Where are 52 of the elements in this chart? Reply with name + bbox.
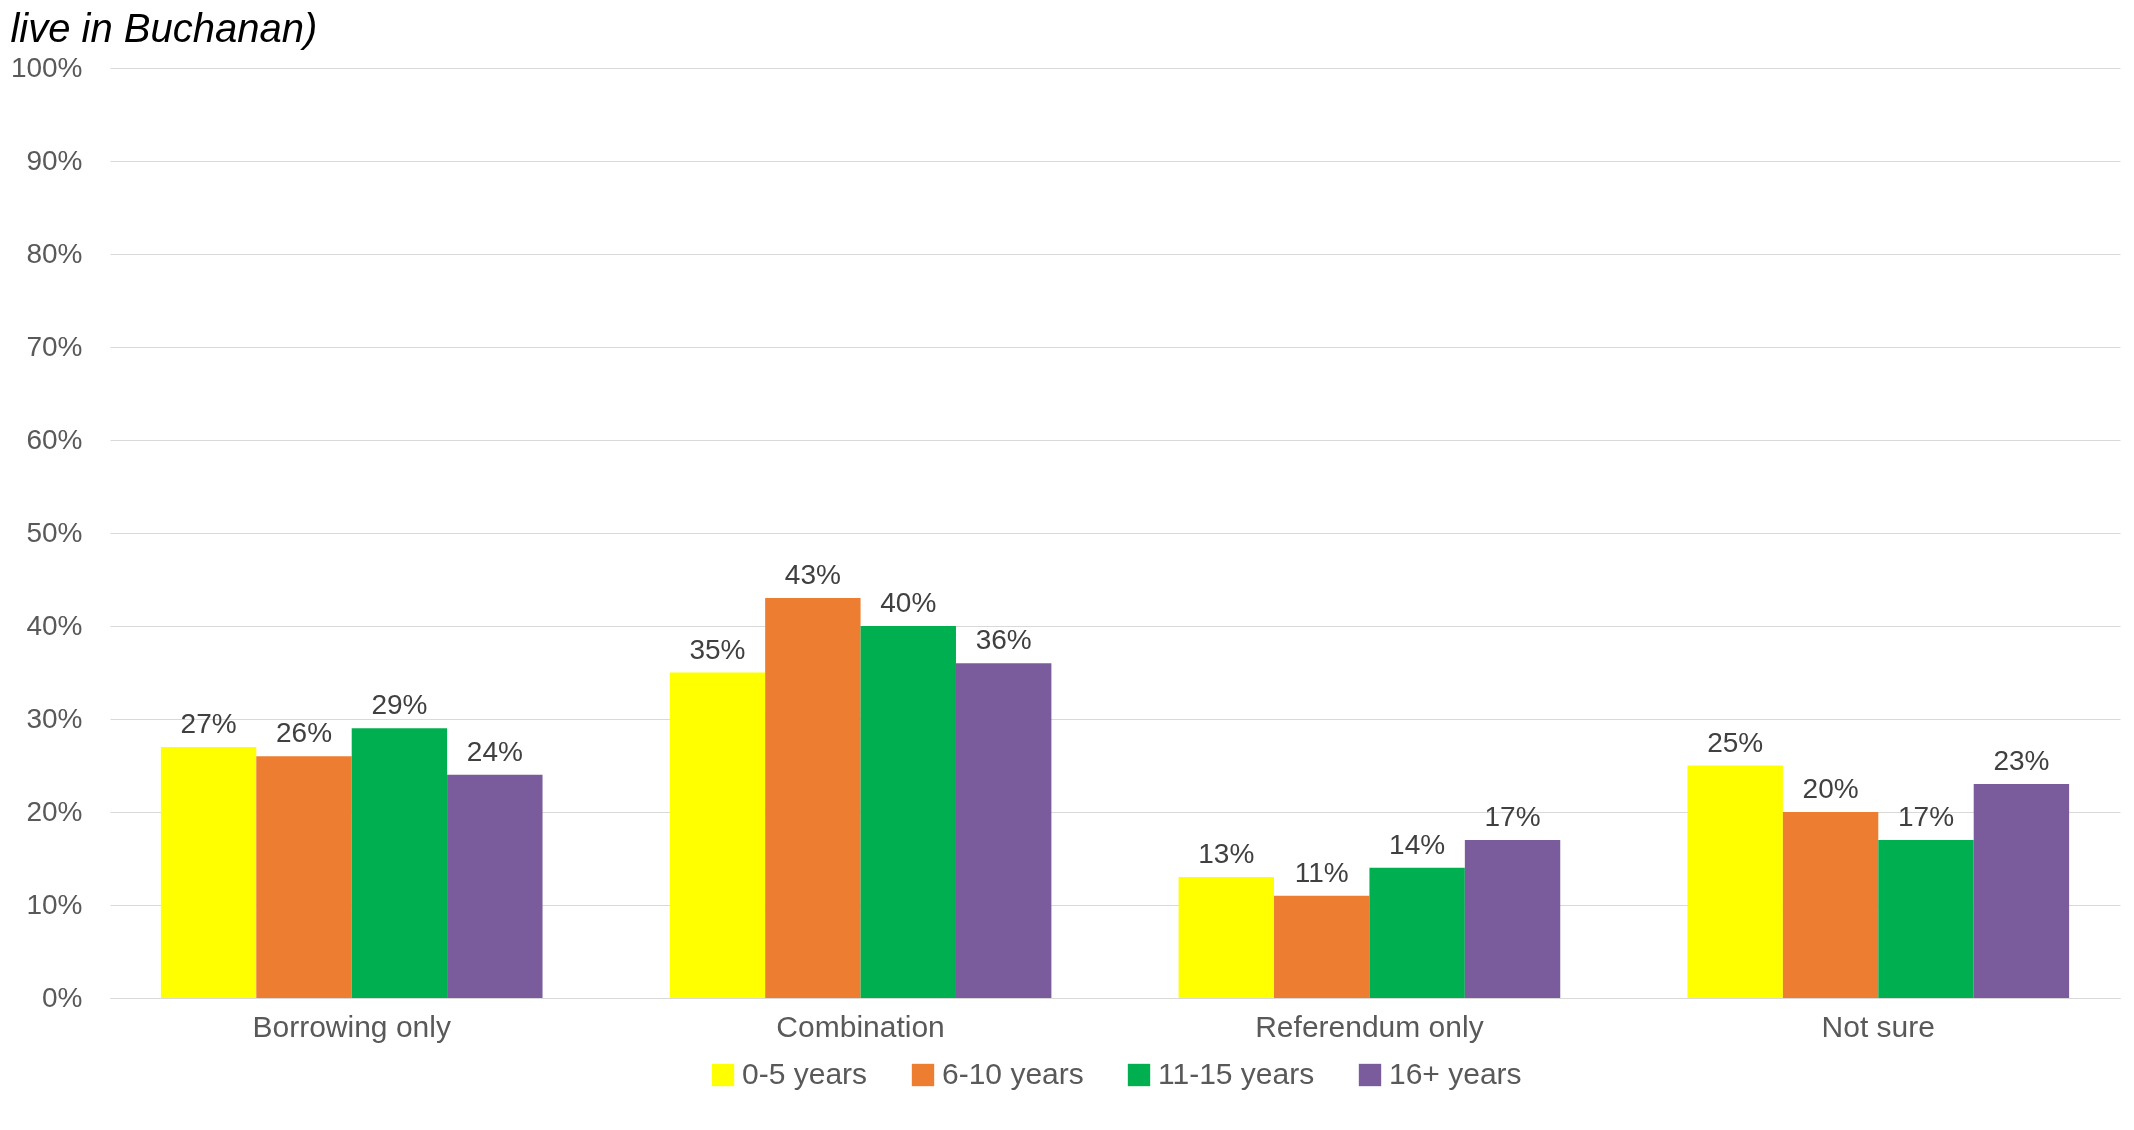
y-tick-label: 10% — [26, 888, 83, 920]
bar — [860, 626, 956, 998]
y-tick-label: 70% — [26, 330, 83, 362]
bar — [256, 756, 352, 998]
data-label: 17% — [1897, 800, 1955, 832]
y-tick-label: 0% — [42, 981, 83, 1013]
bar — [669, 672, 766, 998]
data-label: 29% — [371, 689, 428, 721]
data-label: 20% — [1802, 773, 1859, 804]
data-label: 11% — [1294, 856, 1349, 888]
legend-label: 6-10 years — [942, 1057, 1084, 1090]
bar — [1464, 839, 1561, 998]
x-tick-label: Combination — [776, 1009, 945, 1043]
x-tick-label: Not sure — [1821, 1009, 1935, 1043]
data-label: 36% — [975, 624, 1032, 656]
bar — [1687, 765, 1783, 998]
bar — [351, 728, 448, 998]
bar — [1878, 839, 1974, 998]
legend-label: 0-5 years — [742, 1057, 868, 1090]
bar — [955, 663, 1052, 998]
y-tick-label: 40% — [26, 609, 83, 641]
data-label: 17% — [1484, 800, 1541, 832]
data-label: 40% — [880, 587, 937, 618]
data-label: 26% — [275, 717, 333, 749]
bar — [765, 598, 861, 998]
bar — [1973, 784, 2070, 998]
y-tick-label: 60% — [26, 423, 83, 455]
data-label: 23% — [1993, 745, 2050, 777]
chart-title: live in Buchanan) — [10, 6, 318, 50]
bar — [1274, 895, 1370, 998]
y-tick-label: 100% — [10, 51, 83, 83]
data-label: 27% — [180, 707, 237, 739]
y-tick-label: 20% — [26, 795, 83, 827]
legend-label: 11-15 years — [1158, 1057, 1315, 1090]
bar — [160, 746, 257, 998]
y-tick-label: 90% — [26, 144, 83, 176]
bar — [1782, 812, 1879, 998]
bar — [447, 774, 543, 998]
x-tick-label: Borrowing only — [252, 1009, 451, 1043]
data-label: 35% — [689, 633, 746, 665]
data-label: 13% — [1198, 838, 1255, 870]
bar — [1369, 867, 1465, 998]
data-label: 43% — [784, 559, 841, 591]
data-label: 24% — [466, 735, 523, 767]
y-tick-label: 80% — [26, 237, 83, 269]
bar — [1178, 877, 1275, 998]
data-label: 25% — [1707, 726, 1764, 758]
legend-label: 16+ years — [1389, 1057, 1522, 1090]
x-tick-label: Referendum only — [1255, 1009, 1484, 1043]
y-tick-label: 50% — [26, 516, 83, 548]
y-tick-label: 30% — [26, 702, 83, 734]
data-label: 14% — [1389, 828, 1446, 860]
